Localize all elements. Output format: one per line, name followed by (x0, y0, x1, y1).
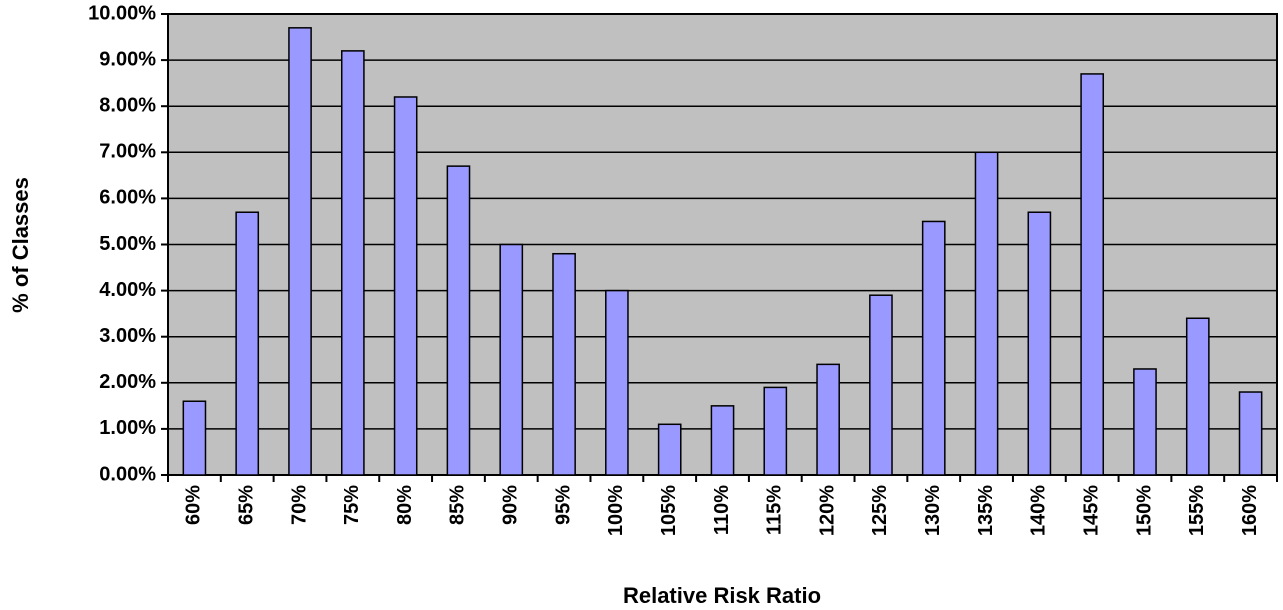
bar (869, 294, 893, 476)
x-tick-label: 70% (288, 485, 310, 525)
x-tick-label: 125% (869, 485, 891, 536)
y-tick-label: 0.00% (99, 463, 156, 485)
x-tick-label: 85% (447, 485, 469, 525)
bar (1027, 211, 1052, 476)
y-axis-title: % of Classes (8, 177, 33, 313)
x-tick-label: 95% (552, 485, 574, 525)
bar (340, 50, 365, 476)
bar (605, 289, 629, 476)
bar (763, 386, 788, 476)
x-tick-label: 100% (605, 485, 627, 536)
x-tick-label: 160% (1239, 485, 1261, 536)
bar (235, 211, 260, 476)
y-tick-label: 5.00% (99, 233, 156, 255)
x-tick-label: 90% (500, 485, 522, 525)
y-tick-label: 6.00% (99, 187, 156, 209)
x-tick-label: 105% (658, 485, 680, 536)
y-tick-label: 10.00% (88, 2, 156, 24)
x-tick-label: 140% (1028, 485, 1050, 536)
bar (1185, 317, 1210, 476)
y-tick-label: 1.00% (99, 417, 156, 439)
bar (921, 220, 946, 476)
bar (974, 151, 999, 476)
x-tick-label: 150% (1133, 485, 1155, 536)
y-tick-label: 4.00% (99, 279, 156, 301)
x-tick-label: 145% (1080, 485, 1102, 536)
bar (1133, 368, 1157, 476)
bar (288, 27, 312, 476)
bar (657, 423, 682, 476)
y-tick-label: 2.00% (99, 371, 156, 393)
bar (499, 243, 524, 476)
bar (710, 405, 735, 476)
y-tick-label: 8.00% (99, 94, 156, 116)
x-tick-label: 80% (394, 485, 416, 525)
bar (393, 96, 418, 476)
x-axis-title: Relative Risk Ratio (623, 583, 821, 608)
x-tick-label: 135% (975, 485, 997, 536)
x-tick-label: 110% (711, 485, 733, 535)
bar (816, 363, 840, 476)
bar (182, 400, 207, 476)
y-tick-label: 7.00% (99, 141, 156, 163)
y-tick-label: 3.00% (99, 325, 156, 347)
x-tick-label: 65% (235, 485, 257, 525)
x-tick-label: 120% (816, 485, 838, 536)
x-tick-label: 115% (764, 485, 786, 535)
y-tick-label: 9.00% (99, 48, 156, 70)
x-tick-label: 75% (341, 485, 363, 525)
bar (1080, 73, 1105, 476)
bar (552, 252, 576, 476)
bar (1238, 391, 1263, 476)
x-tick-label: 60% (183, 485, 205, 525)
x-tick-label: 155% (1186, 485, 1208, 536)
x-tick-label: 130% (922, 485, 944, 536)
bar (446, 165, 471, 476)
